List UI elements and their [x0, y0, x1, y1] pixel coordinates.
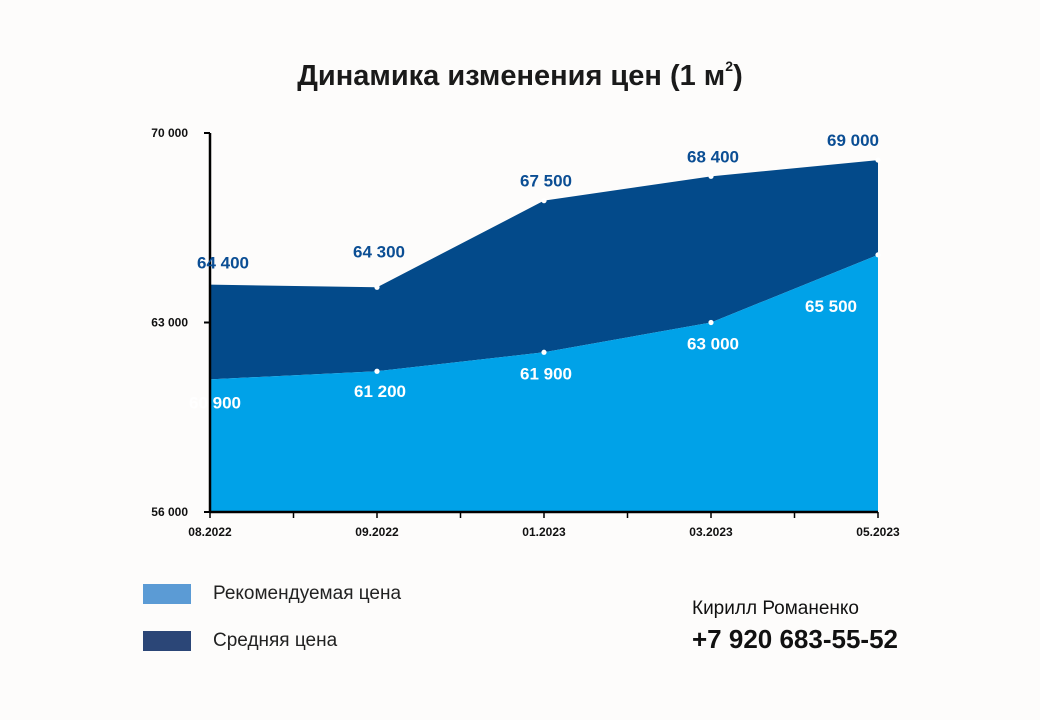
x-tick-label: 05.2023: [856, 525, 900, 539]
contact-name: Кирилл Романенко: [692, 598, 859, 619]
chart-title-end: ): [733, 60, 743, 92]
point-average: [708, 173, 714, 179]
point-average: [374, 284, 380, 290]
y-tick-label: 63 000: [151, 316, 188, 330]
point-recommended: [875, 252, 881, 258]
data-label-average: 69 000: [827, 131, 879, 150]
y-tick-label: 70 000: [151, 126, 188, 140]
legend-label-average: Средняя цена: [213, 630, 338, 651]
point-recommended: [374, 368, 380, 374]
data-label-recommended: 61 200: [354, 382, 406, 401]
area-recommended-price: [210, 254, 878, 513]
x-tick-label: 09.2022: [355, 525, 399, 539]
x-tick-label: 01.2023: [522, 525, 566, 539]
legend-label-recommended: Рекомендуемая цена: [213, 583, 402, 604]
contact-phone: +7 920 683-55-52: [692, 624, 899, 654]
chart-title-text: Динамика изменения цен (1 м: [297, 60, 726, 92]
point-average: [875, 157, 881, 163]
data-label-recommended: 60 900: [189, 393, 241, 412]
legend-item-recommended: Рекомендуемая цена: [143, 582, 401, 606]
data-label-recommended: 61 900: [520, 364, 572, 383]
data-label-recommended: 63 000: [687, 335, 739, 354]
x-tick-label: 03.2023: [689, 525, 733, 539]
data-label-average: 64 300: [353, 242, 405, 261]
x-tick-label: 08.2022: [188, 525, 232, 539]
point-average: [541, 198, 547, 204]
data-label-recommended: 65 500: [805, 297, 857, 316]
point-recommended: [541, 349, 547, 355]
y-tick-label: 56 000: [151, 505, 188, 519]
point-recommended: [708, 319, 714, 326]
data-label-average: 68 400: [687, 147, 739, 166]
legend-swatch-average: [143, 631, 191, 651]
data-label-average: 67 500: [520, 172, 572, 191]
legend-swatch-recommended: [143, 584, 191, 604]
data-label-average: 64 400: [197, 254, 249, 273]
area-average-price: [210, 160, 878, 380]
chart-title: Динамика изменения цен (1 м2): [0, 58, 1040, 93]
chart-title-superscript: 2: [725, 58, 734, 74]
legend-item-average: Средняя цена: [143, 629, 337, 653]
